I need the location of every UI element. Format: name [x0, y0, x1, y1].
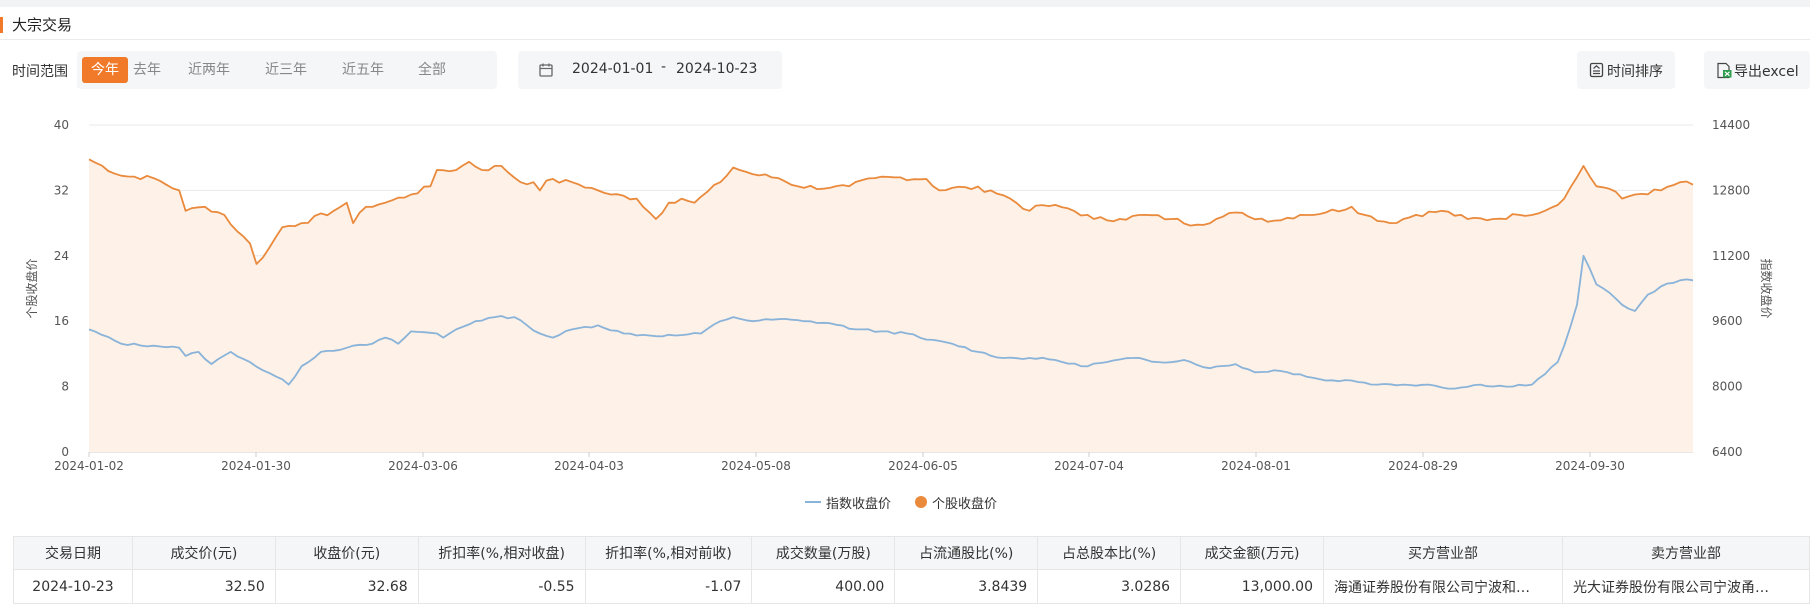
top-strip: [0, 0, 1810, 7]
col-discount-prev: 折扣率(%,相对前收): [584, 536, 753, 570]
range-five-years-button[interactable]: 近五年: [342, 62, 384, 78]
legend-dot-swatch: [915, 496, 927, 508]
col-volume: 成交数量(万股): [751, 536, 896, 570]
col-trade-date: 交易日期: [13, 536, 133, 570]
x-tick-label: 2024-08-29: [1388, 459, 1458, 473]
cell-volume: 400.00: [751, 569, 896, 604]
y-tick-right: 12800: [1712, 183, 1750, 197]
cell-total-ratio: 3.0286: [1037, 569, 1182, 604]
y-tick-right: 9600: [1712, 314, 1743, 328]
date-separator: -: [661, 59, 667, 75]
x-tick-label: 2024-04-03: [554, 459, 624, 473]
col-total-ratio: 占总股本比(%): [1037, 536, 1182, 570]
start-date-input[interactable]: 2024-01-01: [572, 61, 654, 77]
section-title: 大宗交易: [12, 16, 73, 34]
x-tick-label: 2024-09-30: [1555, 459, 1625, 473]
x-tick-label: 2024-05-08: [721, 459, 791, 473]
index-close-line: [88, 254, 1694, 390]
legend-line-swatch: [805, 501, 821, 503]
col-float-ratio: 占流通股比(%): [894, 536, 1039, 570]
y-tick-right: 6400: [1712, 445, 1743, 459]
cell-close-price: 32.68: [274, 569, 419, 604]
price-chart: 0 8 16 24 32 40 6400 8000 9600 11200 12800 14400 个股收…: [24, 118, 1774, 473]
excel-export-icon: [1716, 62, 1733, 83]
col-amount: 成交金额(万元): [1180, 536, 1324, 570]
cell-seller[interactable]: 光大证券股份有限公司宁波甬…: [1561, 569, 1810, 604]
y-tick-left: 32: [54, 183, 69, 197]
y-tick-left: 40: [54, 118, 69, 132]
time-range-label: 时间范围: [12, 64, 68, 80]
calendar-icon: [538, 62, 554, 82]
cell-trade-price: 32.50: [131, 569, 276, 604]
cell-discount-prev: -1.07: [584, 569, 753, 604]
x-tick-label: 2024-01-02: [54, 459, 124, 473]
y-tick-right: 14400: [1712, 118, 1750, 132]
time-sort-button[interactable]: 时间排序: [1577, 51, 1675, 89]
legend-index-label: 指数收盘价: [826, 497, 892, 512]
cell-amount: 13,000.00: [1180, 569, 1324, 604]
section-header: 大宗交易: [0, 7, 1810, 40]
table-header-row: 交易日期 成交价(元) 收盘价(元) 折扣率(%,相对收盘) 折扣率(%,相对前…: [13, 536, 1810, 570]
stock-area: [89, 159, 1693, 453]
x-tick-label: 2024-07-04: [1054, 459, 1124, 473]
export-excel-label: 导出excel: [1734, 64, 1799, 80]
legend-stock-label: 个股收盘价: [932, 497, 998, 512]
range-all-button[interactable]: 全部: [418, 62, 446, 78]
y-tick-right: 8000: [1712, 380, 1743, 394]
range-two-years-button[interactable]: 近两年: [188, 62, 230, 78]
y-axis-title-right: 指数收盘价: [1759, 258, 1774, 318]
export-excel-button[interactable]: 导出excel: [1704, 51, 1810, 89]
block-trade-table: 交易日期 成交价(元) 收盘价(元) 折扣率(%,相对收盘) 折扣率(%,相对前…: [13, 536, 1810, 604]
col-trade-price: 成交价(元): [131, 536, 276, 570]
y-tick-left: 8: [61, 380, 69, 394]
col-close-price: 收盘价(元): [274, 536, 419, 570]
cell-discount-close: -0.55: [417, 569, 586, 604]
range-this-year-button[interactable]: 今年: [82, 57, 128, 83]
cell-float-ratio: 3.8439: [894, 569, 1039, 604]
col-discount-close: 折扣率(%,相对收盘): [417, 536, 586, 570]
range-last-year-button[interactable]: 去年: [133, 62, 161, 78]
x-tick-label: 2024-08-01: [1221, 459, 1291, 473]
stock-close-line: [88, 158, 1694, 265]
cell-trade-date: 2024-10-23: [13, 569, 133, 604]
time-sort-label: 时间排序: [1607, 64, 1663, 80]
cell-buyer[interactable]: 海通证券股份有限公司宁波和…: [1323, 569, 1563, 604]
y-tick-left: 16: [54, 314, 69, 328]
x-tick-label: 2024-01-30: [221, 459, 291, 473]
col-seller: 卖方营业部: [1561, 536, 1810, 570]
section-accent-bar: [0, 17, 3, 33]
sort-icon: [1589, 62, 1604, 82]
date-range-picker[interactable]: 2024-01-01 - 2024-10-23: [518, 51, 782, 89]
x-tick-label: 2024-03-06: [388, 459, 458, 473]
col-buyer: 买方营业部: [1323, 536, 1563, 570]
end-date-input[interactable]: 2024-10-23: [676, 61, 758, 77]
y-tick-left: 0: [61, 445, 69, 459]
range-three-years-button[interactable]: 近三年: [265, 62, 307, 78]
table-row: 2024-10-23 32.50 32.68 -0.55 -1.07 400.0…: [13, 569, 1810, 604]
y-axis-title-left: 个股收盘价: [24, 258, 39, 318]
y-tick-right: 11200: [1712, 249, 1750, 263]
y-tick-left: 24: [54, 249, 69, 263]
time-range-group: 今年 去年 近两年 近三年 近五年 全部: [77, 51, 497, 89]
x-tick-label: 2024-06-05: [888, 459, 958, 473]
